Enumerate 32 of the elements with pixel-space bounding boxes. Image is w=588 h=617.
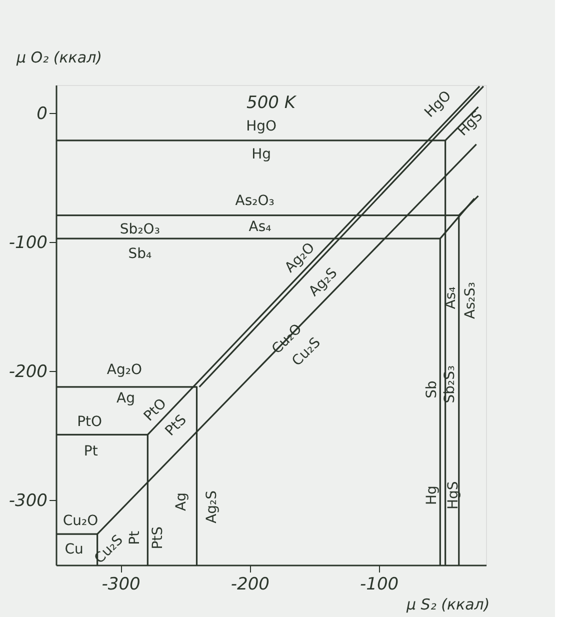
annotation: Sb₂O₃ <box>120 222 160 238</box>
annotation: Ag <box>116 390 135 407</box>
annotation: Hg <box>252 146 272 163</box>
y-tick-label: -200 <box>8 362 48 382</box>
annotation: Ag₂S <box>204 490 220 524</box>
annotation: Cu <box>64 542 84 558</box>
x-axis-title: μ S₂ (ккал) <box>406 596 490 614</box>
annotation: Hg <box>424 486 440 506</box>
annotation: Sb₄ <box>128 246 152 262</box>
y-tick-label: -300 <box>8 490 48 511</box>
annotation: Sb <box>424 380 440 398</box>
y-tick-label: 0 <box>36 104 48 124</box>
annotation: As₂S₃ <box>462 282 479 319</box>
y-axis-title: μ O₂ (ккал) <box>16 48 102 66</box>
annotation: As₄ <box>248 218 272 235</box>
annotation: As₄ <box>443 286 460 310</box>
annotation: HgS <box>446 481 462 510</box>
x-tick-label: -100 <box>360 574 399 594</box>
text: 500 K <box>246 93 298 113</box>
annotation: Ag <box>173 492 190 512</box>
annotation: HgO <box>246 118 277 134</box>
annotation: PtO <box>77 414 102 430</box>
x-tick-label: -200 <box>230 574 270 594</box>
annotation: Pt <box>126 530 143 545</box>
x-tick-label: -300 <box>102 574 140 594</box>
annotation: PtS <box>150 526 166 550</box>
annotation: Ag₂O <box>106 362 142 378</box>
annotation: Sb₂S₃ <box>442 365 458 404</box>
y-tick-label: -100 <box>8 232 48 253</box>
annotation: Cu₂O <box>62 513 98 530</box>
annotation: Pt <box>84 443 98 460</box>
annotation: As₂O₃ <box>235 193 274 210</box>
